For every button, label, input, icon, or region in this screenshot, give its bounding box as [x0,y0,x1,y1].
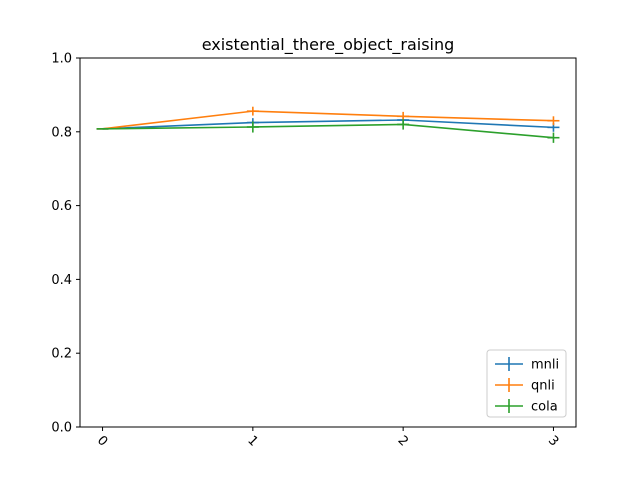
y-tick-label-2: 0.4 [51,273,72,288]
y-tick-label-0: 0.0 [51,421,72,436]
y-tick-label-4: 0.8 [51,125,72,140]
y-tick-label-3: 0.6 [51,199,72,214]
plot-frame [79,57,577,428]
legend-item-qnli: qnli [495,378,555,394]
y-tick-label-5: 1.0 [51,52,72,67]
legend-box [486,349,567,418]
legend-label-cola: cola [531,400,558,415]
legend: mnli qnli cola [486,349,567,418]
legend-item-mnli: mnli [495,357,559,373]
series-line-cola [102,123,554,139]
legend-item-cola: cola [495,399,558,415]
chart-title: existential_there_object_raising [202,35,455,55]
series-cola [96,119,560,143]
series-line-qnli [102,110,554,130]
series-line-mnli [102,119,554,130]
legend-label-qnli: qnli [531,379,555,394]
y-tick-label-1: 0.2 [51,347,72,362]
legend-label-mnli: mnli [531,358,559,373]
y-axis: 0.0 0.2 0.4 0.6 0.8 1.0 [51,52,80,436]
series-layer [96,106,560,143]
